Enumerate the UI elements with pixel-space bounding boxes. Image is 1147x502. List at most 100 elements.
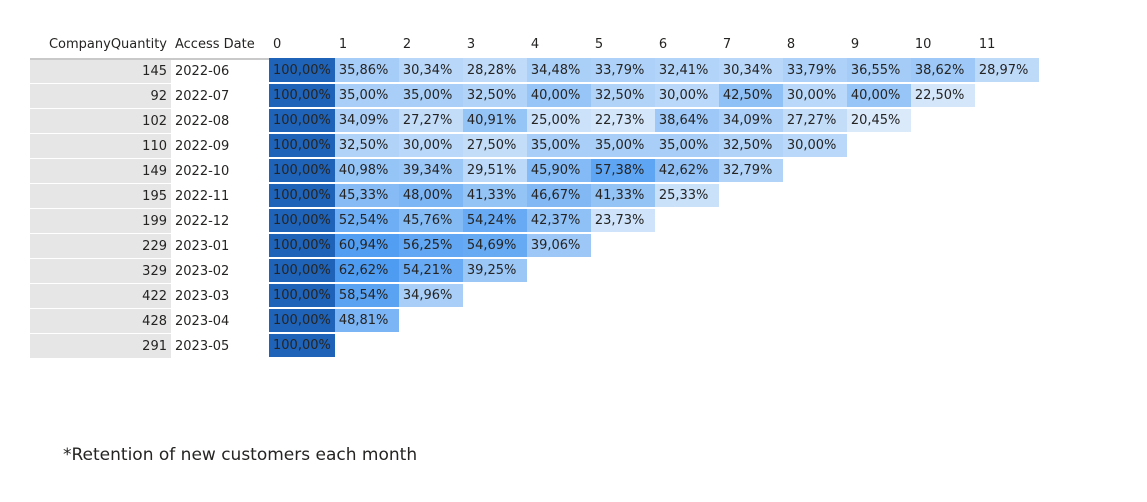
empty-cell xyxy=(847,159,911,184)
empty-cell xyxy=(911,159,975,184)
retention-cell: 35,00% xyxy=(334,84,399,109)
retention-cell: 42,50% xyxy=(718,84,783,109)
retention-cell: 58,54% xyxy=(334,284,399,309)
retention-cell: 34,09% xyxy=(334,109,399,134)
column-header[interactable]: 5 xyxy=(594,36,604,52)
table-row[interactable]: 229 2023-01 100,00% 60,94% 56,25% 54,69% 39,06… xyxy=(30,234,1039,259)
retention-cell: 25,00% xyxy=(526,109,591,134)
table-row[interactable]: 195 2022-11 100,00% 45,33% 48,00% 41,33% 46,67… xyxy=(30,184,1039,209)
access-date-cell: 2022-11 xyxy=(171,184,269,209)
empty-cell xyxy=(591,284,655,309)
access-date-cell: 2023-04 xyxy=(171,309,269,334)
matrix-body: 145 2022-06 100,00% 35,86% 30,34% 28,28% 34,48… xyxy=(30,58,1039,359)
column-header[interactable]: 4 xyxy=(530,36,540,52)
retention-cell: 100,00% xyxy=(269,259,335,284)
empty-cell xyxy=(975,209,1039,234)
retention-cell: 38,62% xyxy=(910,58,975,84)
table-row[interactable]: 291 2023-05 100,00% xyxy=(30,334,1039,359)
company-quantity-cell: 149 xyxy=(30,159,171,184)
empty-cell xyxy=(911,284,975,309)
column-header[interactable]: 1 xyxy=(338,36,348,52)
column-header[interactable]: 3 xyxy=(466,36,476,52)
table-row[interactable]: 145 2022-06 100,00% 35,86% 30,34% 28,28% 34,48… xyxy=(30,58,1039,84)
retention-cell: 54,24% xyxy=(462,209,527,234)
column-header[interactable]: 7 xyxy=(722,36,732,52)
retention-matrix: CompanyQuantity Access Date 0 1 2 3 4 5 6 7 8 9 10… xyxy=(30,30,1039,359)
empty-cell xyxy=(911,334,975,359)
empty-cell xyxy=(527,259,591,284)
empty-cell xyxy=(911,259,975,284)
empty-cell xyxy=(783,159,847,184)
retention-cell: 35,00% xyxy=(526,134,591,159)
retention-cell: 38,64% xyxy=(654,109,719,134)
retention-cell: 29,51% xyxy=(462,159,527,184)
empty-cell xyxy=(655,284,719,309)
access-date-cell: 2022-08 xyxy=(171,109,269,134)
empty-cell xyxy=(591,309,655,334)
retention-cell: 60,94% xyxy=(334,234,399,259)
retention-cell: 45,90% xyxy=(526,159,591,184)
retention-cell: 100,00% xyxy=(269,58,335,84)
retention-cell: 32,41% xyxy=(654,58,719,84)
header-company-quantity[interactable]: CompanyQuantity xyxy=(48,36,167,52)
empty-cell xyxy=(463,334,527,359)
empty-cell xyxy=(911,234,975,259)
empty-cell xyxy=(719,309,783,334)
column-header[interactable]: 9 xyxy=(850,36,860,52)
empty-cell xyxy=(399,334,463,359)
column-header[interactable]: 6 xyxy=(658,36,668,52)
access-date-cell: 2023-01 xyxy=(171,234,269,259)
empty-cell xyxy=(783,209,847,234)
table-row[interactable]: 149 2022-10 100,00% 40,98% 39,34% 29,51% 45,90… xyxy=(30,159,1039,184)
empty-cell xyxy=(655,259,719,284)
table-row[interactable]: 92 2022-07 100,00% 35,00% 35,00% 32,50% 40,00%… xyxy=(30,84,1039,109)
column-header[interactable]: 11 xyxy=(978,36,996,52)
empty-cell xyxy=(655,309,719,334)
empty-cell xyxy=(655,209,719,234)
empty-cell xyxy=(847,184,911,209)
access-date-cell: 2022-12 xyxy=(171,209,269,234)
column-header[interactable]: 0 xyxy=(273,36,282,52)
access-date-cell: 2022-10 xyxy=(171,159,269,184)
retention-cell: 40,98% xyxy=(334,159,399,184)
header-access-date[interactable]: Access Date xyxy=(175,36,255,52)
company-quantity-cell: 102 xyxy=(30,109,171,134)
retention-cell: 34,96% xyxy=(398,284,463,309)
column-header[interactable]: 10 xyxy=(914,36,932,52)
empty-cell xyxy=(911,109,975,134)
retention-cell: 46,67% xyxy=(526,184,591,209)
table-row[interactable]: 102 2022-08 100,00% 34,09% 27,27% 40,91% 25,00… xyxy=(30,109,1039,134)
retention-cell: 35,00% xyxy=(590,134,655,159)
empty-cell xyxy=(975,234,1039,259)
empty-cell xyxy=(975,109,1039,134)
empty-cell xyxy=(783,309,847,334)
retention-cell: 25,33% xyxy=(654,184,719,209)
retention-cell: 28,97% xyxy=(974,58,1039,84)
column-header[interactable]: 8 xyxy=(786,36,796,52)
retention-cell: 45,33% xyxy=(334,184,399,209)
table-row[interactable]: 329 2023-02 100,00% 62,62% 54,21% 39,25% xyxy=(30,259,1039,284)
table-row[interactable]: 199 2022-12 100,00% 52,54% 45,76% 54,24% 42,37… xyxy=(30,209,1039,234)
header-row: CompanyQuantity Access Date 0 1 2 3 4 5 6 7 8 9 10… xyxy=(30,30,1039,58)
retention-cell: 34,48% xyxy=(526,58,591,84)
table-row[interactable]: 428 2023-04 100,00% 48,81% xyxy=(30,309,1039,334)
empty-cell xyxy=(527,284,591,309)
empty-cell xyxy=(719,234,783,259)
retention-cell: 57,38% xyxy=(590,159,655,184)
empty-cell xyxy=(975,259,1039,284)
empty-cell xyxy=(975,284,1039,309)
table-row[interactable]: 422 2023-03 100,00% 58,54% 34,96% xyxy=(30,284,1039,309)
retention-cell: 41,33% xyxy=(462,184,527,209)
column-header[interactable]: 2 xyxy=(402,36,412,52)
table-row[interactable]: 110 2022-09 100,00% 32,50% 30,00% 27,50% 35,00… xyxy=(30,134,1039,159)
retention-cell: 32,50% xyxy=(334,134,399,159)
retention-cell: 48,81% xyxy=(334,309,399,334)
retention-cell: 32,50% xyxy=(462,84,527,109)
retention-cell: 45,76% xyxy=(398,209,463,234)
empty-cell xyxy=(847,259,911,284)
retention-cell: 39,06% xyxy=(526,234,591,259)
empty-cell xyxy=(655,234,719,259)
empty-cell xyxy=(975,159,1039,184)
empty-cell xyxy=(911,134,975,159)
retention-cell: 28,28% xyxy=(462,58,527,84)
